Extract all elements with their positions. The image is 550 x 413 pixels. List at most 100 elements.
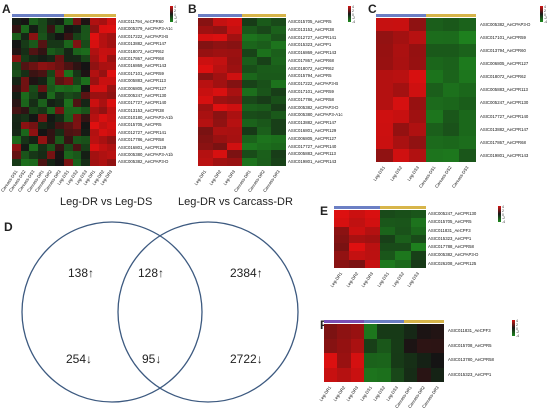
heatmap-cell (409, 18, 426, 32)
heatmap-cell (392, 70, 410, 84)
heatmap-cell (390, 324, 404, 339)
heatmap-cell (98, 136, 108, 144)
heatmap-cell (38, 47, 47, 55)
heatmap-cell (379, 259, 396, 268)
heatmap-cell (64, 121, 73, 129)
heatmap-cell (107, 55, 116, 63)
heatmap-cell (256, 134, 272, 143)
heatmap-row-label: ASIC005247_AeCPR130 (480, 100, 529, 106)
heatmap-cell (409, 44, 426, 58)
venn-right-down: 2722↓ (230, 352, 263, 366)
venn-mid-up: 128↑ (138, 266, 165, 280)
heatmap-row-label: ASIC016869_AeCPR143 (118, 63, 167, 69)
heatmap-cell (392, 148, 410, 162)
heatmap-row-label: ASIC005382_AeCPAP3-D (480, 22, 531, 27)
heatmap-cell (242, 103, 257, 112)
heatmap-cell (64, 32, 73, 41)
heatmap-cell (72, 77, 82, 85)
heatmap-cell (227, 134, 242, 143)
heatmap-cell (38, 158, 47, 166)
heatmap-cell (107, 84, 116, 92)
heatmap-cell (364, 243, 380, 252)
heatmap-row-label: ASIC015705_AeCPR5 (428, 219, 472, 225)
heatmap-cell (55, 158, 64, 166)
heatmap-cell (81, 151, 90, 159)
legend-tick-label: -4 (352, 20, 356, 25)
heatmap-cell (107, 69, 116, 78)
heatmap-cell (46, 143, 56, 152)
heatmap-cell (64, 136, 73, 144)
heatmap-cell (107, 143, 116, 152)
heatmap-row-label: ASIC015708_AeCPR5 (448, 342, 492, 348)
panel-e-group-bar (334, 206, 426, 209)
heatmap-cell (425, 31, 443, 45)
heatmap-cell (29, 62, 38, 70)
heatmap-cell (212, 95, 228, 104)
heatmap-cell (98, 99, 108, 107)
heatmap-row-label: ASIC013153_AeCPR38 (288, 26, 334, 32)
heatmap-cell (107, 158, 116, 166)
heatmap-cell (242, 95, 257, 104)
heatmap-cell (459, 83, 476, 97)
heatmap-cell (90, 84, 99, 92)
heatmap-cell (271, 103, 286, 112)
heatmap-cell (350, 367, 364, 382)
heatmap-cell (72, 40, 82, 48)
heatmap-cell (271, 72, 286, 81)
heatmap-e-legend (498, 206, 501, 222)
legend-tick-label: -2 (502, 216, 506, 221)
heatmap-cell (334, 259, 350, 268)
heatmap-cell (376, 83, 393, 97)
heatmap-cell (459, 109, 476, 123)
heatmap-cell (376, 44, 393, 58)
heatmap-cell (459, 44, 476, 58)
heatmap-cell (38, 99, 47, 107)
venn-circle-right (117, 221, 299, 403)
heatmap-row-label: ASIC005382_AeCPAP3-D (118, 159, 169, 165)
heatmap-row-label: ASIC019801_AeCPR143 (480, 152, 529, 158)
heatmap-e (334, 210, 426, 268)
heatmap-cell (72, 55, 82, 63)
heatmap-cell (12, 62, 21, 70)
heatmap-cell (242, 18, 257, 26)
heatmap-cell (20, 151, 30, 159)
heatmap-cell (212, 33, 228, 42)
heatmap-cell (198, 119, 213, 128)
heatmap-cell (459, 70, 476, 84)
heatmap-cell (271, 158, 286, 166)
heatmap-cell (212, 41, 228, 50)
heatmap-cell (29, 92, 38, 100)
legend-tick-label: 2 (516, 322, 518, 327)
heatmap-cell (403, 367, 418, 382)
heatmap-cell (442, 122, 460, 136)
heatmap-cell (20, 77, 30, 85)
heatmap-cell (29, 84, 38, 92)
heatmap-row-label: ASIC006805_AeCPR127 (118, 85, 167, 91)
heatmap-cell (409, 31, 426, 45)
heatmap-cell (107, 77, 116, 85)
heatmap-cell (271, 127, 286, 135)
heatmap-cell (29, 136, 38, 144)
heatmap-cell (72, 121, 82, 129)
heatmap-cell (38, 114, 47, 122)
heatmap-cell (442, 109, 460, 123)
heatmap-cell (72, 92, 82, 100)
heatmap-cell (349, 251, 365, 260)
heatmap-row-label: ASIC006805_AeCPR127 (480, 61, 529, 67)
heatmap-cell (227, 64, 242, 73)
panel-letter-f: F (320, 318, 327, 332)
heatmap-cell (256, 142, 272, 151)
heatmap-row-label: ASIC005883_AeCPR113 (480, 87, 528, 93)
heatmap-cell (55, 114, 64, 122)
heatmap-cell (29, 25, 38, 33)
heatmap-cell (12, 32, 21, 41)
heatmap-cell (12, 18, 21, 26)
heatmap-cell (337, 367, 351, 382)
heatmap-row-label: ASIC017222_AeCPAP3-B (288, 81, 339, 87)
heatmap-col-label: Leg-DR3 (360, 271, 375, 289)
heatmap-cell (227, 80, 242, 89)
heatmap-cell (81, 99, 90, 107)
heatmap-cell (425, 148, 443, 162)
heatmap-cell (242, 150, 257, 159)
heatmap-cell (410, 234, 426, 244)
